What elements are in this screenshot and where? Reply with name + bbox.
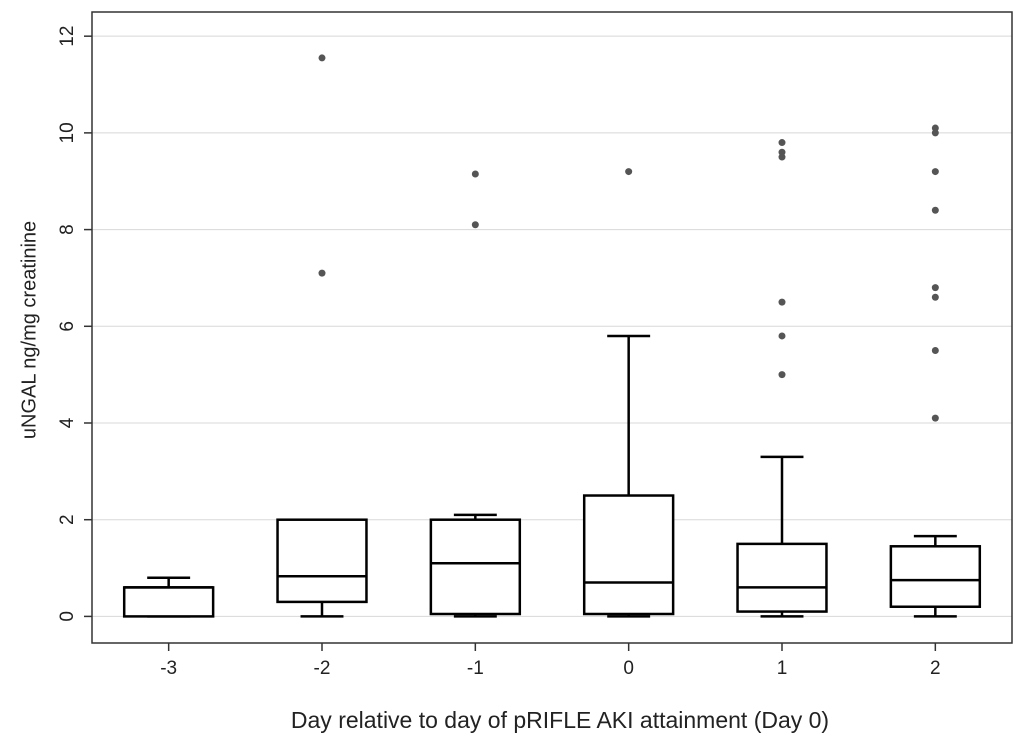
x-tick-label: 0	[623, 658, 634, 679]
outlier	[472, 221, 479, 228]
outlier	[932, 125, 939, 132]
box	[124, 587, 213, 616]
y-tick-label: 0	[57, 611, 78, 622]
y-tick-label: 10	[57, 122, 78, 143]
x-tick-label: -1	[467, 658, 484, 679]
y-tick-label: 6	[57, 321, 78, 332]
outlier	[932, 347, 939, 354]
outlier	[779, 332, 786, 339]
outlier	[932, 207, 939, 214]
outlier	[932, 294, 939, 301]
plot-frame	[92, 12, 1012, 643]
outlier	[319, 54, 326, 61]
outlier	[779, 139, 786, 146]
box	[738, 544, 827, 612]
outlier	[625, 168, 632, 175]
y-tick-label: 8	[57, 224, 78, 235]
box	[278, 520, 367, 602]
outlier	[779, 299, 786, 306]
x-tick-label: -3	[160, 658, 177, 679]
outlier	[932, 415, 939, 422]
x-axis-label: Day relative to day of pRIFLE AKI attain…	[291, 707, 829, 733]
outlier	[472, 170, 479, 177]
x-tick-label: -2	[314, 658, 331, 679]
box	[584, 496, 673, 614]
y-axis-label: uNGAL ng/mg creatinine	[18, 221, 40, 439]
outlier	[932, 284, 939, 291]
outlier	[779, 149, 786, 156]
x-tick-label: 1	[777, 658, 788, 679]
x-tick-label: 2	[930, 658, 941, 679]
box	[431, 520, 520, 614]
y-tick-label: 2	[57, 514, 78, 525]
outlier	[932, 168, 939, 175]
outlier	[319, 270, 326, 277]
outlier	[779, 371, 786, 378]
y-tick-label: 12	[57, 26, 78, 47]
box	[891, 546, 980, 606]
y-tick-label: 4	[57, 417, 78, 428]
chart: Day relative to day of pRIFLE AKI attain…	[0, 0, 1026, 744]
